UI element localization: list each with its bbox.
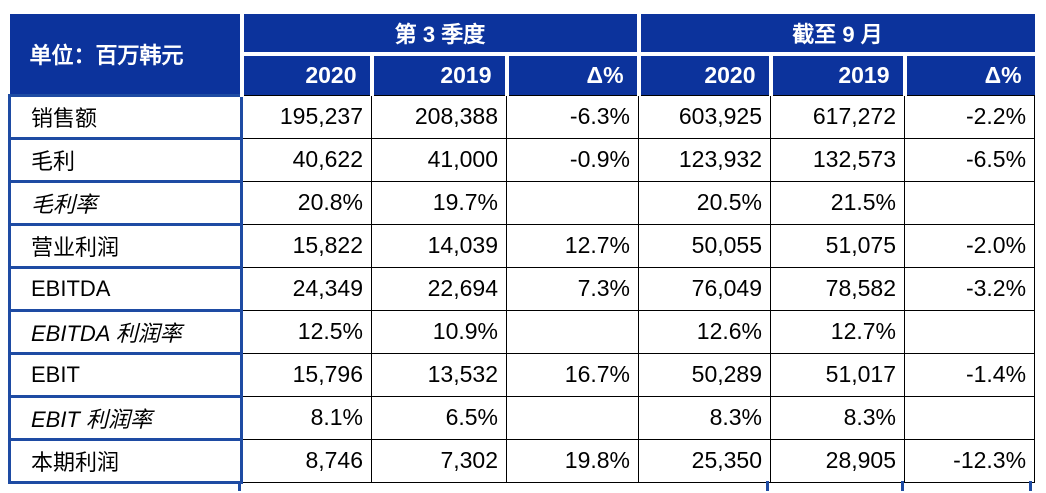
table-cell: 6.5% <box>371 395 507 440</box>
table-cell: 617,272 <box>770 94 906 139</box>
table-cell: -2.0% <box>904 223 1036 268</box>
header-year-row: 2020 2019 Δ% 2020 2019 Δ% <box>10 54 1035 95</box>
row-label: EBIT <box>8 351 243 398</box>
table-cell: 50,055 <box>638 223 772 268</box>
table-cell: 25,350 <box>638 438 772 483</box>
table-cell: 195,237 <box>241 94 372 139</box>
cropped-row-border-stub <box>1029 481 1032 491</box>
table-cell: -6.5% <box>904 137 1036 182</box>
table-cell: 12.7% <box>505 223 640 268</box>
table-cell: 8.3% <box>770 395 906 440</box>
table-row: 毛利 40,622 41,000 -0.9% 123,932 132,573 -… <box>8 136 1036 183</box>
col-header-q3-2020: 2020 <box>239 54 372 95</box>
table-cell: 15,822 <box>241 223 372 268</box>
table-cell: 7,302 <box>371 438 507 483</box>
table-cell <box>904 309 1036 354</box>
header-group-row: 单位：百万韩元 第 3 季度 截至 9 月 <box>9 14 1035 95</box>
table-cell: 78,582 <box>770 266 906 311</box>
table-cell: 8.1% <box>241 395 372 440</box>
table-cell: 123,932 <box>638 137 772 182</box>
table-cell: 12.6% <box>638 309 772 354</box>
table-cell: 12.7% <box>770 309 906 354</box>
table-cell: -12.3% <box>904 438 1036 483</box>
table-cell: 24,349 <box>241 266 372 311</box>
table-cell: 16.7% <box>505 352 640 397</box>
table-cell: 15,796 <box>241 352 372 397</box>
table-cell: 50,289 <box>638 352 772 397</box>
table-cell: 12.5% <box>241 309 372 354</box>
row-label: 本期利润 <box>8 437 243 484</box>
table-cell: 40,622 <box>241 137 372 182</box>
table-cell: 20.5% <box>638 180 772 225</box>
row-label: EBITDA <box>8 265 243 312</box>
table-cell: 603,925 <box>638 94 772 139</box>
table-cell: -3.2% <box>904 266 1036 311</box>
table-row: 本期利润 8,746 7,302 19.8% 25,350 28,905 -12… <box>8 437 1036 484</box>
table-cell <box>904 395 1036 440</box>
row-label: 销售额 <box>8 93 243 140</box>
table-row: 销售额 195,237 208,388 -6.3% 603,925 617,27… <box>8 93 1036 140</box>
table-cell: 51,075 <box>770 223 906 268</box>
table-cell <box>505 309 640 354</box>
col-header-q3-delta: Δ% <box>504 54 639 95</box>
table-cell: 19.8% <box>505 438 640 483</box>
col-header-sep-2019: 2019 <box>768 54 905 95</box>
table-cell: 132,573 <box>770 137 906 182</box>
table-cell: -1.4% <box>904 352 1036 397</box>
row-label: EBIT 利润率 <box>8 394 243 441</box>
table-row: EBITDA 24,349 22,694 7.3% 76,049 78,582 … <box>8 265 1036 312</box>
cropped-row-border-stub <box>238 481 241 491</box>
table-row: EBIT 15,796 13,532 16.7% 50,289 51,017 -… <box>8 351 1036 398</box>
table-cell: 13,532 <box>371 352 507 397</box>
financial-results-table: 单位：百万韩元 第 3 季度 截至 9 月 2020 2019 Δ% 2020 … <box>8 14 1036 484</box>
row-label: 毛利率 <box>8 179 243 226</box>
cropped-row-border-stub <box>901 481 904 491</box>
table-cell: 208,388 <box>371 94 507 139</box>
table-cell: 19.7% <box>371 180 507 225</box>
row-label: 毛利 <box>8 136 243 183</box>
table-cell: 41,000 <box>371 137 507 182</box>
unit-label: 单位：百万韩元 <box>9 14 242 95</box>
column-group-q3: 第 3 季度 <box>239 14 639 56</box>
col-header-sep-delta: Δ% <box>902 54 1035 95</box>
table-cell: 14,039 <box>371 223 507 268</box>
row-label: EBITDA 利润率 <box>8 308 243 355</box>
table-cell: 51,017 <box>770 352 906 397</box>
table-cell <box>904 180 1036 225</box>
col-header-sep-2020: 2020 <box>636 54 771 95</box>
column-group-sep: 截至 9 月 <box>636 14 1035 56</box>
table-cell: 21.5% <box>770 180 906 225</box>
table-cell: 22,694 <box>371 266 507 311</box>
table-cell: 20.8% <box>241 180 372 225</box>
table-cell <box>505 180 640 225</box>
cropped-row-border-stub <box>766 481 769 491</box>
col-header-q3-2019: 2019 <box>369 54 507 95</box>
row-label: 营业利润 <box>8 222 243 269</box>
table-row: EBIT 利润率 8.1% 6.5% 8.3% 8.3% <box>8 394 1036 441</box>
table-row: 营业利润 15,822 14,039 12.7% 50,055 51,075 -… <box>8 222 1036 269</box>
table-cell <box>505 395 640 440</box>
table-cell: 8,746 <box>241 438 372 483</box>
table-cell: 8.3% <box>638 395 772 440</box>
table-cell: 76,049 <box>638 266 772 311</box>
table-cell: 28,905 <box>770 438 906 483</box>
table-cell: -2.2% <box>904 94 1036 139</box>
table-cell: 10.9% <box>371 309 507 354</box>
table-cell: 7.3% <box>505 266 640 311</box>
table-row: 毛利率 20.8% 19.7% 20.5% 21.5% <box>8 179 1036 226</box>
table-cell: -6.3% <box>505 94 640 139</box>
table-cell: -0.9% <box>505 137 640 182</box>
table-row: EBITDA 利润率 12.5% 10.9% 12.6% 12.7% <box>8 308 1036 355</box>
